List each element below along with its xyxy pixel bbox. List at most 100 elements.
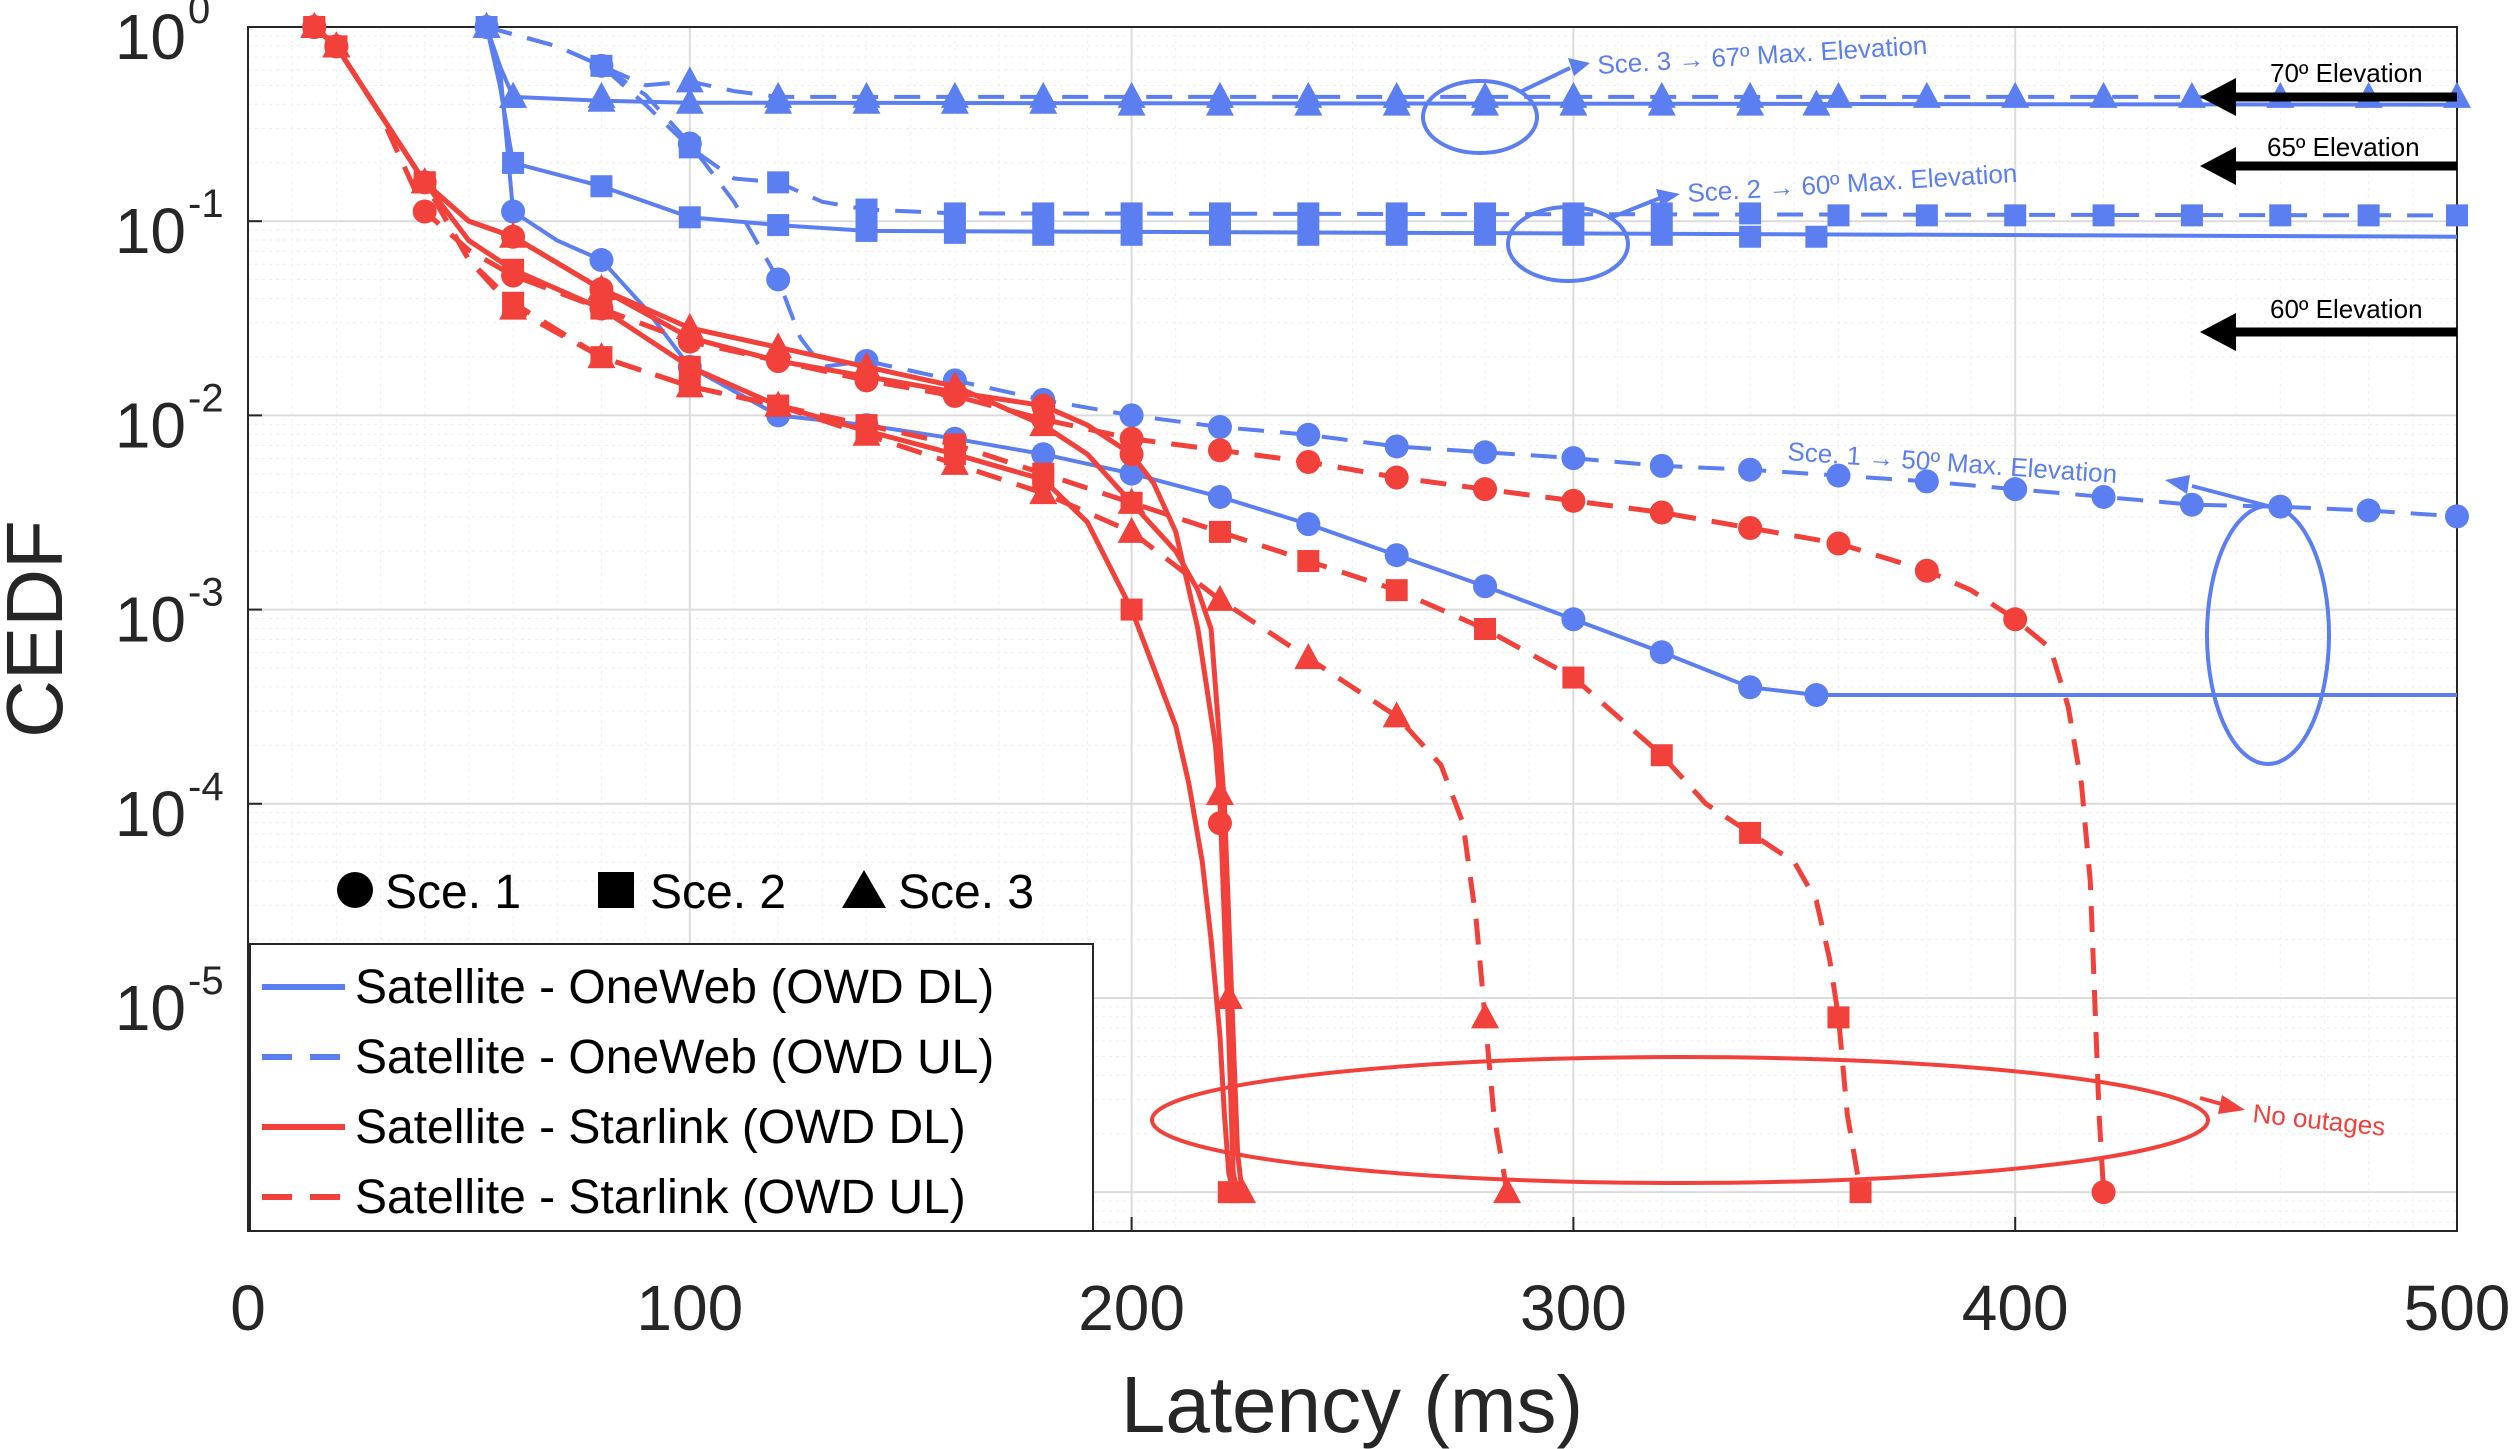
data-point-triangle — [1382, 701, 1411, 728]
data-point-square — [678, 206, 701, 229]
oneweb-callout-arrowheads — [1568, 58, 2190, 494]
data-point-square — [1385, 202, 1408, 225]
label-65-elevation: 65º Elevation — [2267, 132, 2420, 162]
data-point-circle — [1384, 465, 1409, 490]
data-point-square — [678, 355, 701, 378]
arrow-60-head-icon — [2200, 313, 2236, 351]
data-point-square — [1120, 202, 1143, 225]
data-point-circle — [1561, 446, 1586, 471]
callout-line-sce2 — [1609, 196, 1661, 220]
marker-legend-circle — [337, 872, 373, 908]
data-point-triangle — [852, 81, 881, 108]
data-point-triangle — [1029, 81, 1058, 108]
data-point-circle — [1561, 488, 1586, 513]
data-point-square — [2446, 204, 2468, 227]
data-point-circle — [942, 383, 967, 408]
label-60-elevation: 60º Elevation — [2270, 294, 2423, 324]
data-point-circle — [1914, 558, 1939, 583]
data-point-triangle — [1493, 1177, 1522, 1204]
x-tick-label: 300 — [1520, 1272, 1627, 1344]
data-point-triangle — [940, 448, 969, 475]
data-point-circle — [1031, 442, 1056, 467]
data-point-circle — [1296, 449, 1321, 474]
data-point-square — [1474, 202, 1497, 225]
callout-ellipse-no-outages — [1150, 1055, 2210, 1185]
data-point-circle — [1031, 407, 1056, 432]
arrow-65-head-icon — [2200, 147, 2236, 185]
data-point-triangle — [1228, 1177, 1257, 1204]
data-point-triangle — [1205, 81, 1234, 108]
series-line — [484, 26, 2458, 239]
marker-legend: Sce. 1 Sce. 2 Sce. 3 — [337, 866, 1034, 919]
data-point-triangle — [675, 371, 704, 398]
data-point-square — [502, 151, 525, 174]
data-point-circle — [1384, 434, 1409, 459]
data-point-triangle — [410, 167, 439, 194]
data-point-circle — [2091, 1180, 2116, 1205]
data-point-square — [943, 202, 966, 225]
data-point-circle — [1804, 683, 1829, 708]
data-point-square — [1208, 520, 1231, 543]
callout-line-sce3 — [1519, 66, 1571, 94]
data-point-square — [855, 219, 878, 242]
data-point-square — [1032, 223, 1055, 246]
data-point-triangle — [1647, 81, 1676, 108]
data-point-triangle — [587, 342, 616, 369]
data-point-circle — [2003, 607, 2028, 632]
data-point-circle — [1296, 422, 1321, 447]
data-point-circle — [589, 248, 614, 273]
data-point-circle — [1649, 500, 1674, 525]
data-point-circle — [1119, 426, 1144, 451]
data-point-triangle — [1824, 81, 1853, 108]
x-tick-label: 400 — [1962, 1272, 2069, 1344]
legend-label-1: Satellite - OneWeb (OWD DL) — [355, 961, 994, 1014]
data-point-circle — [2091, 484, 2116, 509]
data-point-square — [1297, 202, 1320, 225]
y-tick-exponent: -3 — [188, 571, 224, 615]
series-line — [484, 26, 2458, 107]
data-point-triangle — [1471, 81, 1500, 108]
data-point-triangle — [1382, 81, 1411, 108]
data-point-triangle — [2001, 81, 2030, 108]
callout-ellipse-sce2 — [1506, 205, 1630, 283]
x-tick-label: 100 — [636, 1272, 743, 1344]
arrow-70-head-icon — [2200, 78, 2236, 116]
data-point-circle — [1826, 531, 1851, 556]
legend-frame — [249, 943, 1094, 1232]
y-tick-exponent: 0 — [188, 0, 210, 32]
data-point-triangle — [472, 12, 501, 38]
y-axis-label: CEDF — [0, 520, 79, 738]
data-point-triangle — [1912, 81, 1941, 108]
data-point-square — [1385, 223, 1408, 246]
y-tick-exponent: -5 — [188, 959, 224, 1003]
data-point-circle — [1119, 403, 1144, 428]
x-tick-label: 0 — [230, 1272, 266, 1344]
data-point-square — [855, 198, 878, 221]
legend-label-3: Satellite - Starlink (OWD DL) — [355, 1101, 966, 1154]
series-line — [312, 25, 1510, 1193]
data-point-circle — [1738, 675, 1763, 700]
data-point-triangle — [2089, 81, 2118, 108]
data-point-triangle — [1117, 516, 1146, 543]
data-point-square — [1297, 223, 1320, 246]
arrowhead-sce3-icon — [1568, 58, 1590, 76]
data-point-triangle — [587, 81, 616, 108]
data-point-triangle — [2177, 81, 2206, 108]
data-point-circle — [1738, 516, 1763, 541]
data-point-triangle — [940, 81, 969, 108]
data-point-square — [1650, 223, 1673, 246]
data-point-triangle — [1117, 81, 1146, 108]
data-point-square — [1849, 1181, 1872, 1204]
data-point-circle — [2003, 477, 2028, 502]
data-point-circle — [589, 296, 614, 321]
data-point-square — [1805, 225, 1828, 248]
elevation-arrows: 70º Elevation 65º Elevation 60º Elevatio… — [2200, 58, 2457, 351]
data-point-square — [943, 433, 966, 456]
plot-area-frame — [247, 26, 2458, 1232]
arrowhead-sce2-icon — [1656, 189, 1680, 206]
data-point-triangle — [499, 221, 528, 248]
y-tick-label: 10 — [115, 195, 186, 267]
series-1 — [484, 26, 2457, 708]
